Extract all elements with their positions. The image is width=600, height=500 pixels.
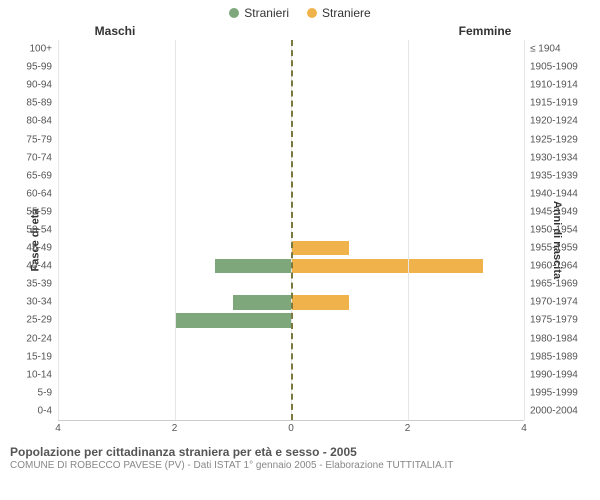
gridline: [175, 40, 176, 420]
age-tick: 15-19: [26, 351, 52, 362]
age-tick: 25-29: [26, 315, 52, 326]
age-tick: 85-89: [26, 98, 52, 109]
age-tick: 20-24: [26, 333, 52, 344]
year-tick: 2000-2004: [530, 405, 578, 416]
year-tick: 1965-1969: [530, 279, 578, 290]
age-tick: 40-44: [26, 261, 52, 272]
bar-female: [291, 295, 349, 309]
bar-male: [233, 295, 291, 309]
footer-title: Popolazione per cittadinanza straniera p…: [10, 445, 590, 459]
legend-label: Straniere: [322, 6, 371, 20]
age-tick: 65-69: [26, 170, 52, 181]
xtick: 4: [55, 423, 61, 434]
age-tick: 60-64: [26, 188, 52, 199]
age-tick: 50-54: [26, 224, 52, 235]
xtick: 4: [521, 423, 527, 434]
bar-female: [291, 259, 483, 273]
bar-male: [215, 259, 291, 273]
header-female: Femmine: [370, 24, 600, 38]
year-tick: 1985-1989: [530, 351, 578, 362]
chart-area: Fasce di età Anni di nascita 100+≤ 19049…: [10, 40, 590, 439]
legend-swatch: [229, 8, 239, 18]
legend-item: Stranieri: [229, 6, 289, 20]
gender-headers: Maschi Femmine: [0, 24, 600, 38]
age-tick: 45-49: [26, 243, 52, 254]
age-tick: 100+: [29, 44, 52, 55]
year-tick: 1935-1939: [530, 170, 578, 181]
age-tick: 70-74: [26, 152, 52, 163]
xtick: 2: [405, 423, 411, 434]
legend-label: Stranieri: [244, 6, 289, 20]
age-tick: 55-59: [26, 206, 52, 217]
legend: Stranieri Straniere: [0, 0, 600, 20]
gridline: [524, 40, 525, 420]
year-tick: 1960-1964: [530, 261, 578, 272]
xtick: 0: [288, 423, 294, 434]
age-tick: 30-34: [26, 297, 52, 308]
header-male: Maschi: [0, 24, 230, 38]
gridline: [58, 40, 59, 420]
year-tick: 1930-1934: [530, 152, 578, 163]
year-tick: 1950-1954: [530, 224, 578, 235]
center-line: [291, 40, 293, 420]
year-tick: 1905-1909: [530, 62, 578, 73]
year-tick: 1995-1999: [530, 387, 578, 398]
year-tick: 1945-1949: [530, 206, 578, 217]
year-tick: 1920-1924: [530, 116, 578, 127]
bar-female: [291, 241, 349, 255]
legend-item: Straniere: [307, 6, 371, 20]
year-tick: 1940-1944: [530, 188, 578, 199]
age-tick: 80-84: [26, 116, 52, 127]
year-tick: 1915-1919: [530, 98, 578, 109]
x-axis: 4 2 0 2 4: [58, 423, 524, 439]
age-tick: 35-39: [26, 279, 52, 290]
year-tick: ≤ 1904: [530, 44, 561, 55]
age-tick: 95-99: [26, 62, 52, 73]
legend-swatch: [307, 8, 317, 18]
age-tick: 75-79: [26, 134, 52, 145]
year-tick: 1980-1984: [530, 333, 578, 344]
year-tick: 1990-1994: [530, 369, 578, 380]
age-tick: 90-94: [26, 80, 52, 91]
plot: 100+≤ 190495-991905-190990-941910-191485…: [58, 40, 524, 421]
footer-sub: COMUNE DI ROBECCO PAVESE (PV) - Dati IST…: [10, 460, 590, 471]
age-tick: 5-9: [38, 387, 52, 398]
footer: Popolazione per cittadinanza straniera p…: [10, 445, 590, 471]
year-tick: 1910-1914: [530, 80, 578, 91]
age-tick: 10-14: [26, 369, 52, 380]
age-tick: 0-4: [38, 405, 52, 416]
year-tick: 1970-1974: [530, 297, 578, 308]
xtick: 2: [172, 423, 178, 434]
bar-male: [175, 313, 292, 327]
gridline: [408, 40, 409, 420]
year-tick: 1925-1929: [530, 134, 578, 145]
year-tick: 1955-1959: [530, 243, 578, 254]
year-tick: 1975-1979: [530, 315, 578, 326]
